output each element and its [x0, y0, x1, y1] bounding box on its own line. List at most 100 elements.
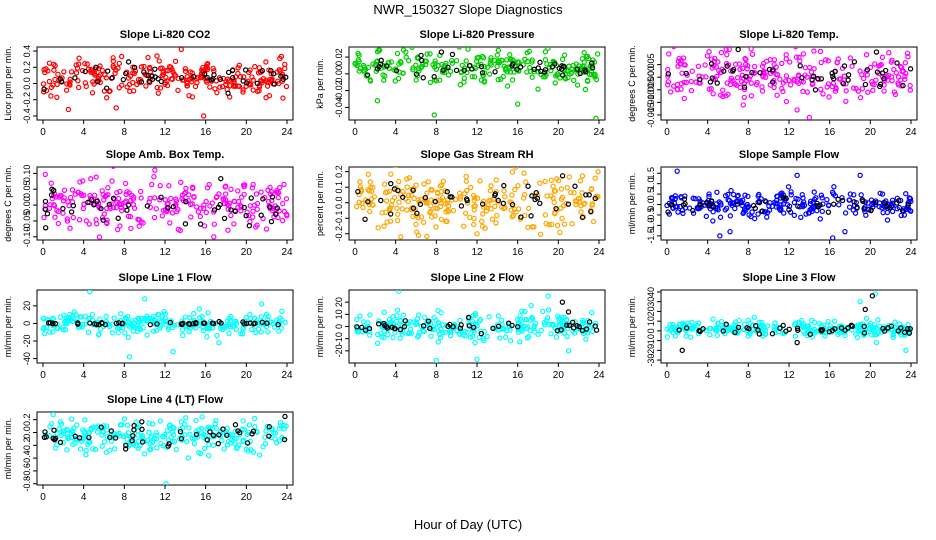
- data-point: [546, 221, 552, 228]
- data-point: [510, 212, 516, 219]
- chart-panel: Slope Gas Stream RH0 4 8 12 16 20 24-0.2-0.10.…: [315, 149, 606, 258]
- data-point: [283, 423, 289, 429]
- data-point: [822, 57, 829, 63]
- data-point: [893, 70, 899, 76]
- data-point: [170, 69, 176, 75]
- data-point: [143, 318, 149, 324]
- data-point: [435, 319, 442, 326]
- data-point: [206, 441, 212, 448]
- data-point: [465, 47, 471, 52]
- y-axis-label: ml/min per min.: [627, 173, 637, 235]
- data-point: [374, 66, 381, 72]
- data-point: [378, 197, 384, 204]
- data-point: [851, 192, 857, 198]
- data-point: [60, 210, 66, 216]
- y-tick-label: -1.0: [646, 218, 656, 234]
- data-point: [449, 51, 456, 58]
- data-point: [460, 332, 466, 338]
- data-point: [154, 445, 160, 451]
- data-point: [811, 196, 818, 203]
- x-tick-label: 8: [746, 127, 752, 138]
- data-point: [417, 201, 424, 208]
- data-point: [481, 70, 488, 76]
- data-point: [117, 223, 123, 229]
- data-point: [204, 74, 210, 81]
- y-tick-label: 0: [646, 328, 656, 333]
- data-point: [185, 455, 192, 461]
- data-point: [548, 330, 554, 337]
- data-point: [43, 324, 50, 331]
- data-point: [861, 332, 867, 338]
- x-tick-label: 16: [512, 247, 524, 258]
- data-point: [432, 213, 438, 219]
- data-point: [881, 88, 887, 94]
- data-point: [408, 192, 415, 199]
- data-point: [588, 186, 595, 193]
- data-point: [116, 60, 123, 67]
- data-point: [263, 226, 270, 232]
- data-point: [182, 314, 189, 320]
- data-point: [226, 330, 232, 337]
- data-point: [180, 332, 186, 339]
- data-point: [868, 207, 874, 214]
- data-point: [836, 76, 842, 82]
- data-point: [61, 69, 67, 75]
- data-point: [570, 319, 576, 325]
- data-point: [421, 314, 428, 321]
- data-point: [556, 65, 562, 72]
- data-point: [484, 333, 491, 340]
- data-point: [874, 69, 881, 75]
- data-point: [479, 53, 486, 60]
- data-point: [394, 307, 401, 313]
- data-point: [357, 65, 364, 71]
- data-point: [742, 192, 748, 198]
- data-point: [741, 209, 747, 215]
- data-point: [394, 217, 401, 224]
- data-point: [774, 200, 780, 206]
- data-point: [475, 62, 482, 69]
- data-point: [526, 333, 532, 340]
- data-point: [848, 322, 855, 329]
- data-point: [479, 201, 486, 207]
- data-point: [432, 77, 438, 83]
- data-point: [74, 65, 81, 71]
- data-point: [384, 219, 390, 225]
- data-point: [65, 106, 72, 113]
- data-point: [111, 315, 117, 321]
- data-point: [374, 331, 381, 338]
- data-point: [226, 202, 232, 209]
- x-tick-label: 8: [434, 127, 440, 138]
- data-point: [665, 82, 671, 88]
- data-point: [381, 334, 387, 341]
- x-tick-label: 8: [122, 127, 128, 138]
- data-point: [890, 331, 896, 337]
- data-point: [737, 66, 743, 73]
- data-point: [170, 204, 177, 210]
- data-point: [271, 430, 277, 436]
- data-point: [269, 207, 276, 214]
- data-point: [136, 223, 142, 229]
- data-point: [414, 229, 420, 235]
- data-point: [565, 309, 572, 315]
- y-tick-label: 20: [334, 297, 344, 307]
- data-point: [410, 213, 416, 220]
- data-point: [898, 325, 904, 331]
- data-point: [671, 47, 677, 50]
- data-point: [175, 206, 181, 213]
- data-point: [802, 330, 808, 337]
- data-point: [397, 326, 404, 333]
- data-point: [78, 314, 85, 320]
- data-point: [826, 329, 832, 335]
- data-point: [861, 206, 867, 212]
- x-tick-label: 16: [200, 127, 212, 138]
- data-point: [75, 321, 81, 327]
- data-point: [164, 82, 171, 89]
- chart-title: Slope Gas Stream RH: [420, 149, 533, 161]
- data-point: [879, 54, 886, 61]
- data-point: [115, 195, 122, 202]
- data-point: [243, 446, 249, 452]
- data-point: [209, 320, 216, 326]
- data-point: [102, 193, 108, 200]
- data-point: [537, 180, 543, 186]
- data-point: [418, 214, 425, 220]
